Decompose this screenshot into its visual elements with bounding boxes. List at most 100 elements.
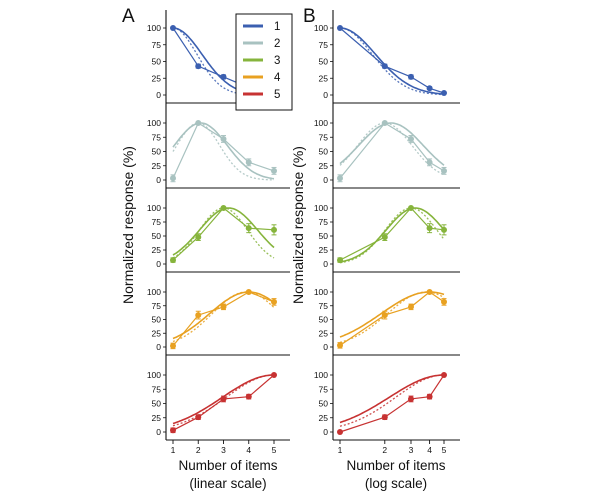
x-scale-label: (log scale) xyxy=(365,476,427,491)
series-1-point xyxy=(407,73,414,80)
series-5-point xyxy=(271,372,277,378)
y-tick-label: 25 xyxy=(152,161,162,171)
series-3-point xyxy=(195,234,202,241)
y-tick-label: 25 xyxy=(152,245,162,255)
y-tick-label: 75 xyxy=(319,217,329,227)
series-4-subplot: 0 25 50 75 100 xyxy=(147,287,290,356)
series-4-data-line xyxy=(339,291,445,346)
y-tick-label: 25 xyxy=(319,413,329,423)
series-5-subplot: 0 25 50 75 100 xyxy=(147,370,290,441)
series-3-point xyxy=(441,226,447,233)
series-5-point xyxy=(245,393,252,400)
legend-label-5: 5 xyxy=(274,89,280,101)
series-3-point xyxy=(407,205,414,211)
panel-letter-a: A xyxy=(122,6,135,27)
y-tick-label: 75 xyxy=(319,384,329,394)
series-4-point xyxy=(220,303,227,310)
series-3-subplot: 0 25 50 75 100 xyxy=(314,203,460,273)
legend-label-4: 4 xyxy=(274,72,281,84)
y-tick-label: 75 xyxy=(152,301,162,311)
y-tick-label: 100 xyxy=(314,118,328,128)
x-tick-label: 1 xyxy=(171,445,176,455)
y-tick-label: 50 xyxy=(319,315,329,325)
series-3-fit-curve xyxy=(172,207,275,256)
y-tick-label: 25 xyxy=(152,413,162,423)
series-2-point xyxy=(245,159,252,166)
y-tick-label: 100 xyxy=(147,287,161,297)
y-axis-title: Normalized response (%) xyxy=(120,146,136,304)
series-4-point xyxy=(426,289,433,295)
y-tick-label: 75 xyxy=(152,217,162,227)
y-tick-label: 50 xyxy=(319,147,329,157)
y-tick-label: 100 xyxy=(147,203,161,213)
series-4-subplot: 0 25 50 75 100 xyxy=(314,287,460,356)
series-4-point xyxy=(407,303,414,310)
y-tick-label: 100 xyxy=(314,203,328,213)
legend-label-1: 1 xyxy=(274,21,280,33)
series-4-point xyxy=(245,289,252,295)
x-tick-label: 5 xyxy=(442,445,447,455)
series-5-point xyxy=(220,395,227,402)
legend-label-2: 2 xyxy=(274,38,280,50)
x-tick-label: 5 xyxy=(272,445,277,455)
y-tick-label: 75 xyxy=(152,132,162,142)
x-tick-label: 2 xyxy=(196,445,201,455)
y-tick-label: 25 xyxy=(319,161,329,171)
y-tick-label: 0 xyxy=(156,90,161,100)
x-tick-label: 4 xyxy=(427,445,432,455)
y-tick-label: 75 xyxy=(319,301,329,311)
panel-b: B025507510002550751000255075100025507510… xyxy=(290,6,460,491)
y-tick-label: 100 xyxy=(147,370,161,380)
y-tick-label: 50 xyxy=(152,399,162,409)
series-3-point xyxy=(220,205,227,211)
y-tick-label: 100 xyxy=(314,23,328,33)
y-tick-label: 75 xyxy=(319,132,329,142)
y-tick-label: 0 xyxy=(323,427,328,437)
series-5-alt-fit-curve xyxy=(339,374,444,427)
series-2-point xyxy=(220,135,227,142)
series-4-point xyxy=(337,342,343,349)
series-2-point xyxy=(426,159,433,166)
y-tick-label: 0 xyxy=(323,342,328,352)
series-3-data-line xyxy=(339,207,445,261)
y-tick-label: 0 xyxy=(156,427,161,437)
series-5-point xyxy=(426,393,433,400)
y-tick-label: 75 xyxy=(152,40,162,50)
series-2-point xyxy=(195,120,202,126)
series-3-alt-fit-curve xyxy=(172,207,275,259)
series-1-point xyxy=(381,63,388,70)
y-tick-label: 25 xyxy=(319,328,329,338)
series-4-point xyxy=(170,342,176,349)
series-1-subplot: 0 25 50 75 100 xyxy=(314,23,460,104)
panel-letter-b: B xyxy=(303,6,316,27)
series-1-point xyxy=(426,85,433,92)
series-5-data-line xyxy=(339,374,445,433)
series-5-fit-curve xyxy=(339,374,444,424)
series-5-point xyxy=(170,427,176,434)
series-5-point xyxy=(441,372,447,378)
series-4-data-line xyxy=(172,291,275,347)
series-4-point xyxy=(271,298,277,305)
legend-label-3: 3 xyxy=(274,55,280,67)
series-2-point xyxy=(271,167,277,174)
y-tick-label: 0 xyxy=(323,259,328,269)
series-3-point xyxy=(337,257,343,264)
x-tick-label: 3 xyxy=(221,445,226,455)
y-tick-label: 0 xyxy=(156,342,161,352)
x-axis-title: Number of items xyxy=(346,458,445,473)
series-1-point xyxy=(170,25,176,31)
series-3-data-line xyxy=(172,207,275,261)
series-5-point xyxy=(381,414,388,421)
series-5-data-line xyxy=(172,374,275,431)
series-1-data-line xyxy=(339,27,445,94)
series-5-point xyxy=(337,429,343,435)
y-tick-label: 25 xyxy=(319,73,329,83)
y-tick-label: 100 xyxy=(147,118,161,128)
y-tick-label: 75 xyxy=(152,384,162,394)
series-5-point xyxy=(407,395,414,402)
y-tick-label: 0 xyxy=(323,90,328,100)
y-tick-label: 100 xyxy=(314,287,328,297)
x-tick-label: 4 xyxy=(246,445,251,455)
series-1-alt-fit-curve xyxy=(339,27,444,96)
